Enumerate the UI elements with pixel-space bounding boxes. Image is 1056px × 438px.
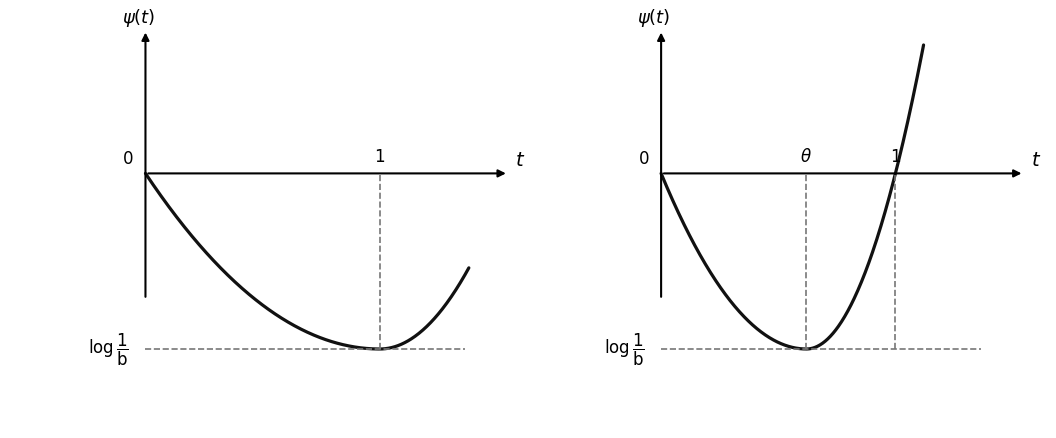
Text: 0: 0 (639, 150, 649, 168)
Text: $\log \dfrac{1}{\mathrm{b}}$: $\log \dfrac{1}{\mathrm{b}}$ (604, 331, 645, 367)
Text: 1: 1 (375, 148, 385, 166)
Text: $\psi(t)$: $\psi(t)$ (121, 7, 155, 28)
Text: t: t (1032, 151, 1039, 170)
Text: t: t (515, 151, 524, 170)
Text: 1: 1 (890, 148, 901, 166)
Text: $\log \dfrac{1}{\mathrm{b}}$: $\log \dfrac{1}{\mathrm{b}}$ (89, 331, 129, 367)
Text: 0: 0 (124, 150, 134, 168)
Text: $\psi(t)$: $\psi(t)$ (638, 7, 671, 28)
Text: $\theta$: $\theta$ (800, 148, 812, 166)
